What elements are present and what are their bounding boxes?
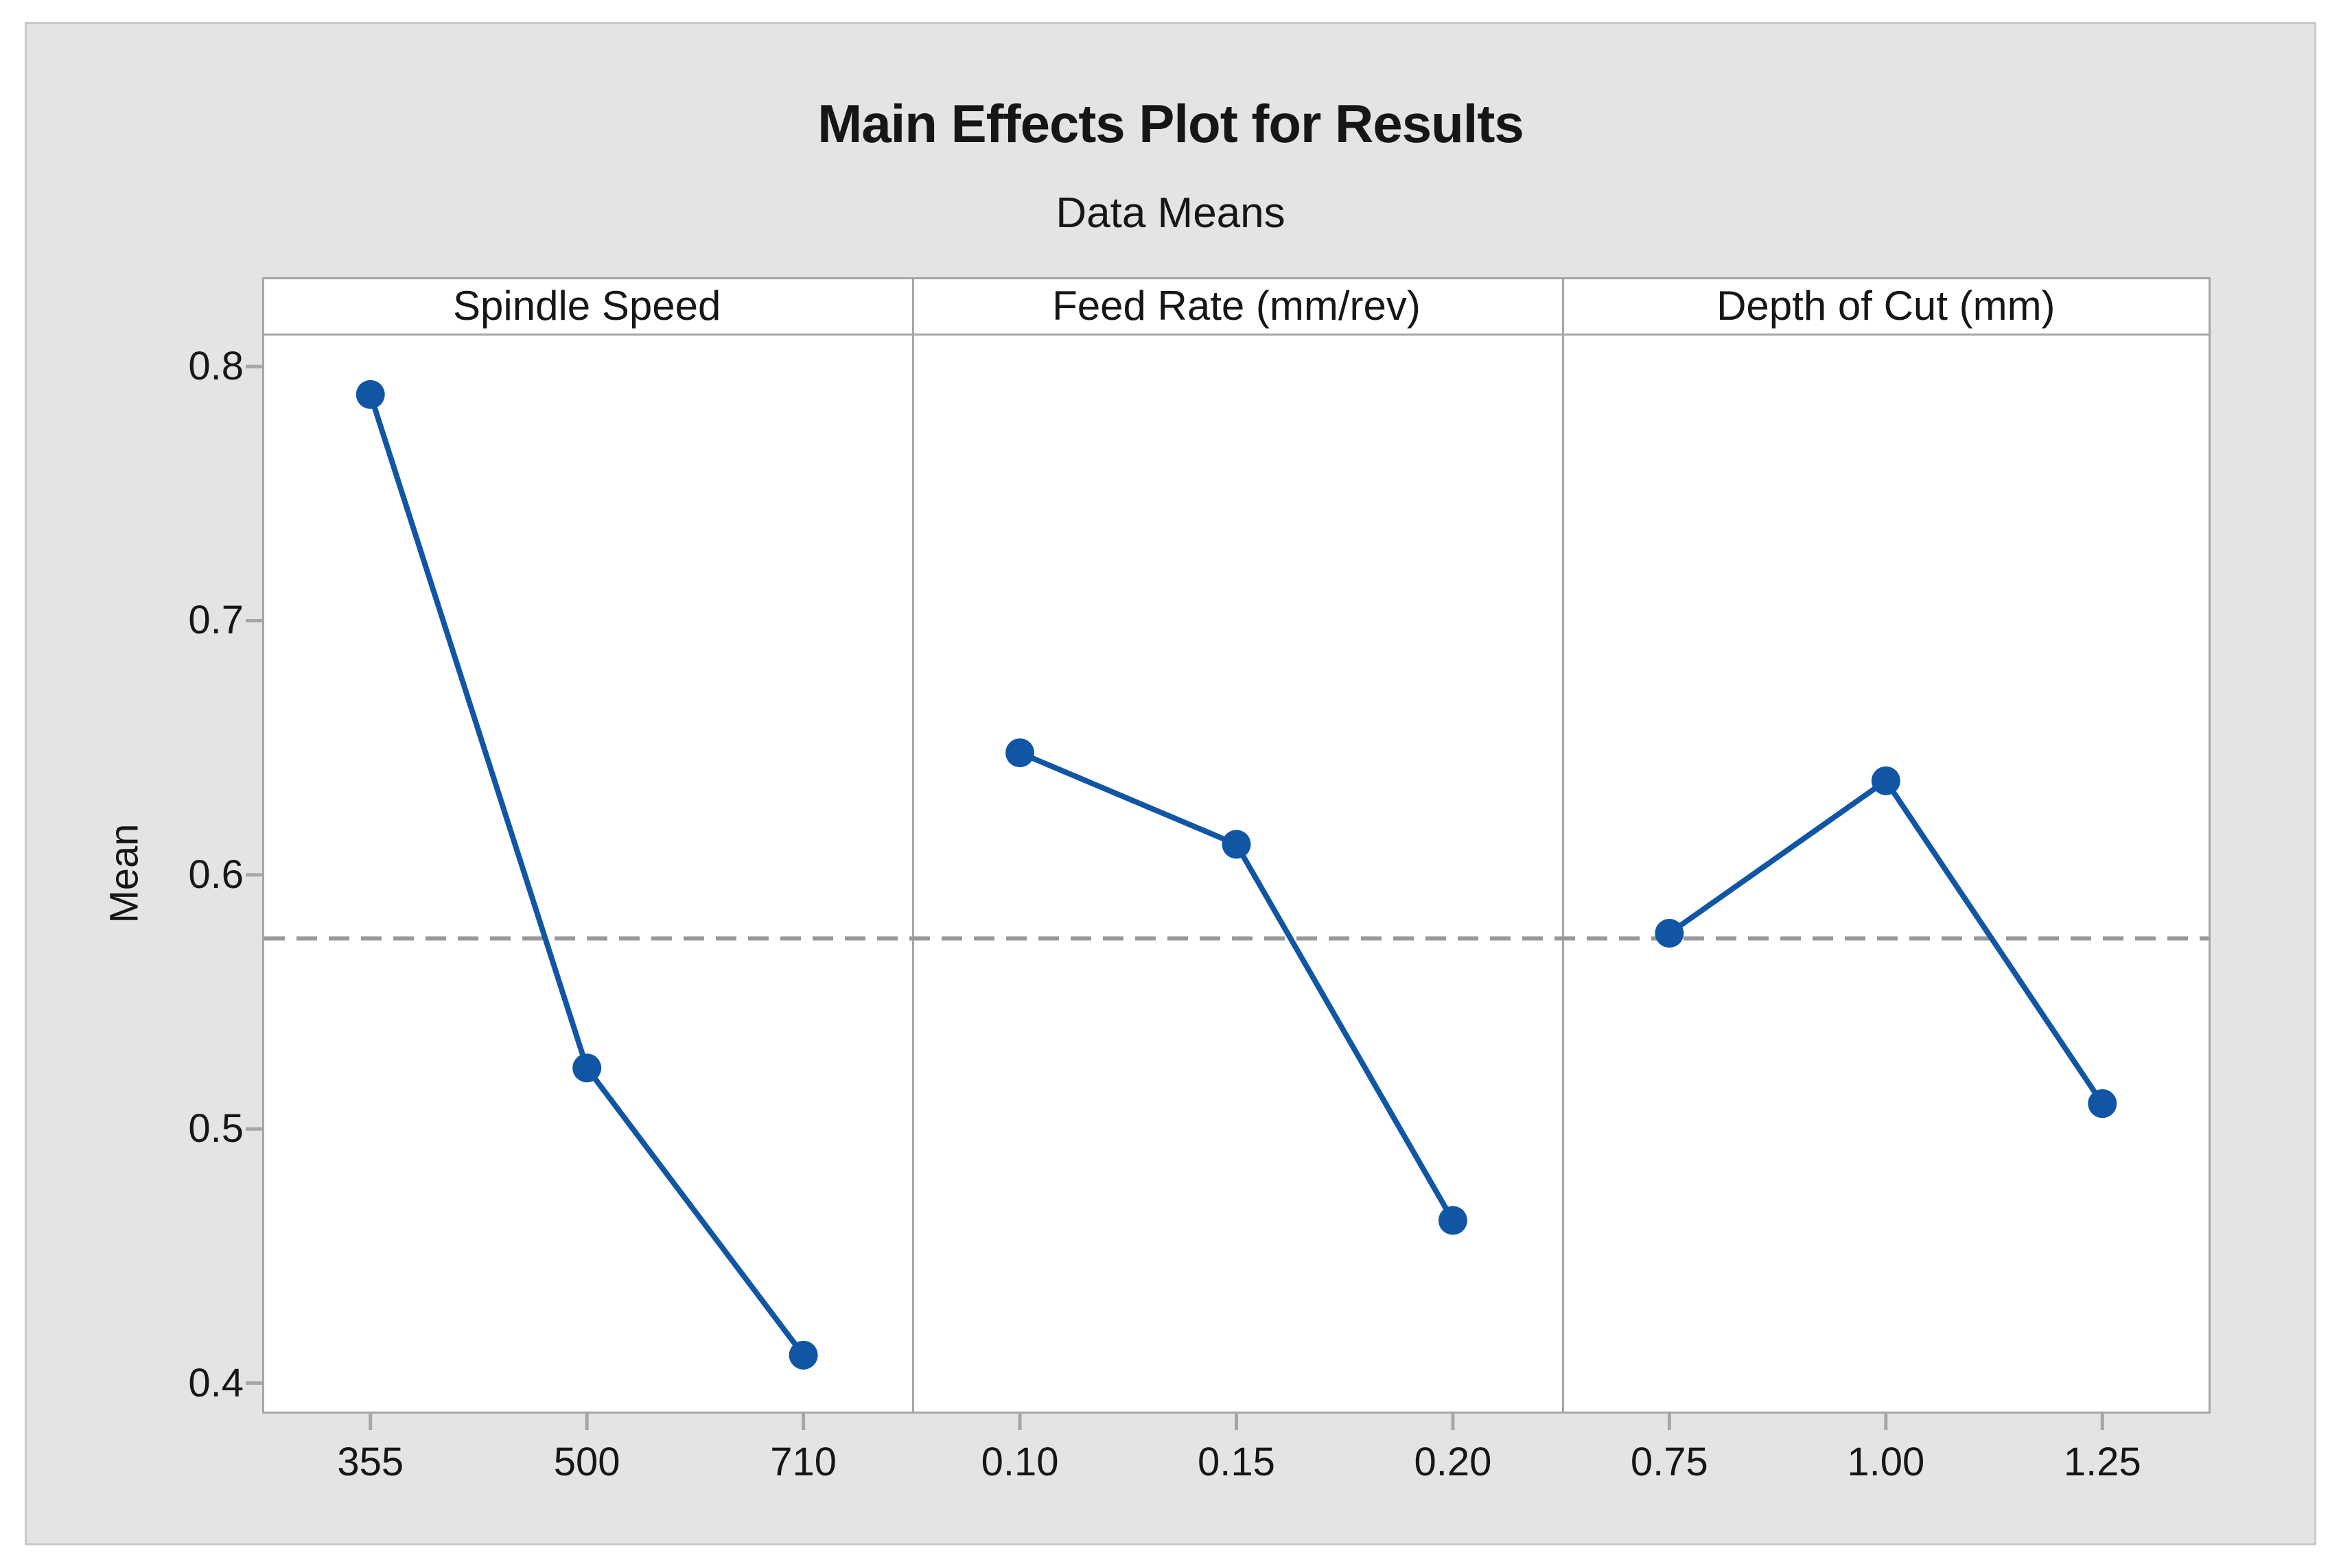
panel-header-band <box>264 279 2209 336</box>
y-tick-label: 0.6 <box>188 852 244 897</box>
x-tick-label: 500 <box>553 1440 620 1484</box>
y-tick-label: 0.5 <box>188 1106 244 1151</box>
panel-header: Spindle Speed <box>453 283 721 329</box>
chart-title: Main Effects Plot for Results <box>817 93 1524 154</box>
plot-region <box>262 277 2211 1414</box>
x-tick-label: 0.15 <box>1198 1440 1275 1484</box>
panel-header: Depth of Cut (mm) <box>1716 283 2055 329</box>
x-tick-label: 0.10 <box>981 1440 1059 1484</box>
x-tick-label: 1.25 <box>2063 1440 2141 1484</box>
x-tick-label: 0.75 <box>1630 1440 1708 1484</box>
panel-separator <box>912 279 914 1412</box>
x-tick-label: 0.20 <box>1414 1440 1492 1484</box>
y-tick-label: 0.8 <box>188 344 244 389</box>
y-tick-label: 0.7 <box>188 598 244 643</box>
figure: Main Effects Plot for Results Data Means… <box>25 22 2316 1545</box>
x-tick-label: 1.00 <box>1847 1440 1925 1484</box>
y-tick-label: 0.4 <box>188 1360 244 1405</box>
chart-subtitle: Data Means <box>1056 189 1285 237</box>
x-tick-label: 355 <box>337 1440 404 1484</box>
x-tick-label: 710 <box>770 1440 837 1484</box>
panel-separator <box>1562 279 1564 1412</box>
panel-header: Feed Rate (mm/rev) <box>1052 283 1421 329</box>
